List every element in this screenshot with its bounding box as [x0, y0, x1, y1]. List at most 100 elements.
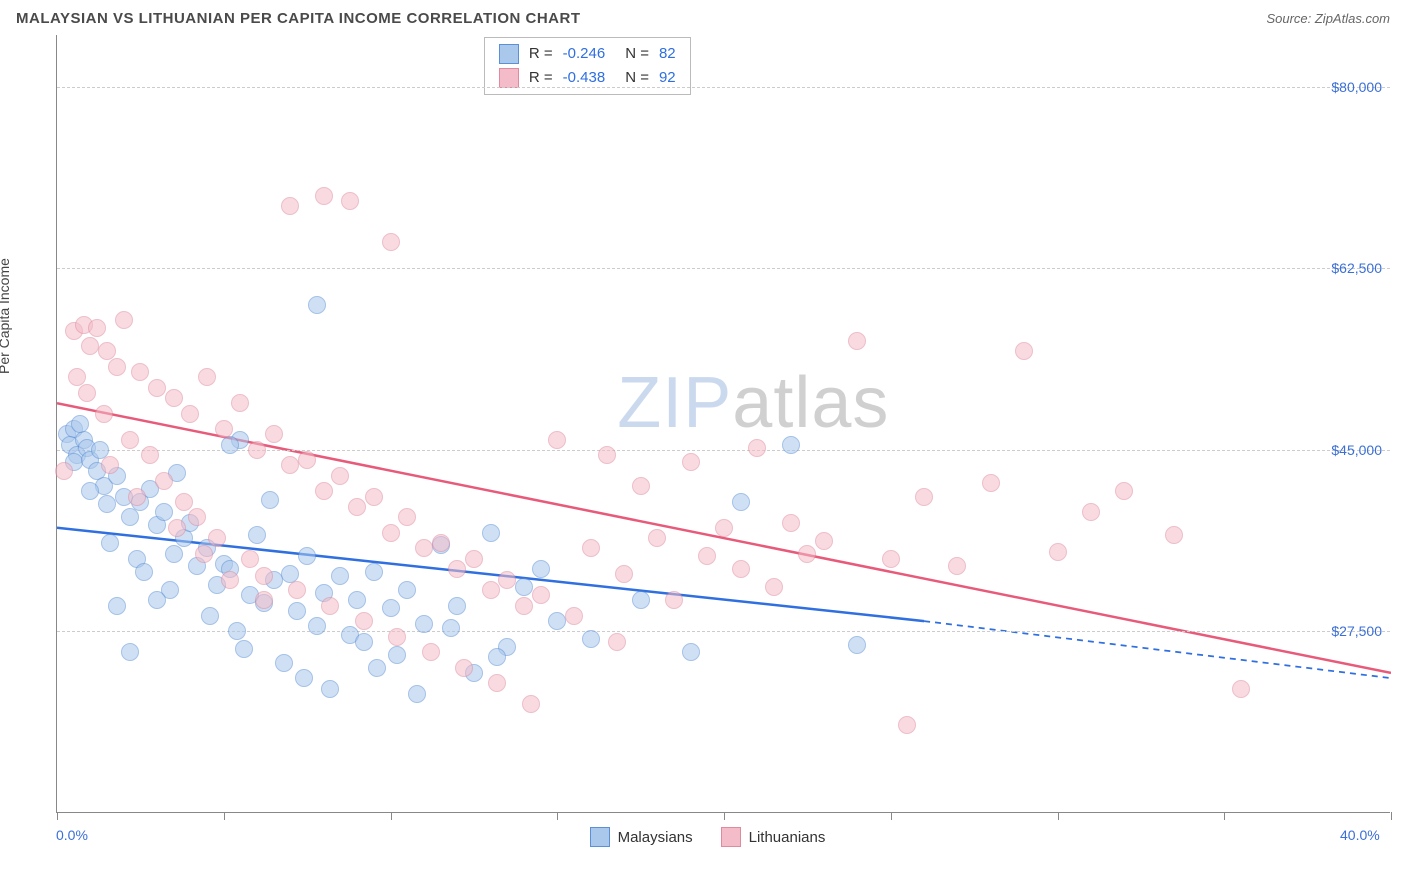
data-point	[398, 581, 416, 599]
data-point	[482, 524, 500, 542]
data-point	[148, 379, 166, 397]
data-point	[515, 578, 533, 596]
x-tick	[224, 812, 225, 820]
data-point	[365, 488, 383, 506]
data-point	[1165, 526, 1183, 544]
x-tick	[1224, 812, 1225, 820]
data-point	[448, 560, 466, 578]
data-point	[81, 482, 99, 500]
data-point	[135, 563, 153, 581]
data-point	[55, 462, 73, 480]
legend-label: Malaysians	[618, 829, 693, 846]
chart-area: Per Capita Income ZIPatlas R =-0.246N =8…	[16, 35, 1390, 813]
data-point	[141, 446, 159, 464]
data-point	[1049, 543, 1067, 561]
data-point	[565, 607, 583, 625]
data-point	[108, 358, 126, 376]
data-point	[798, 545, 816, 563]
data-point	[221, 436, 239, 454]
data-point	[121, 431, 139, 449]
data-point	[648, 529, 666, 547]
data-point	[355, 612, 373, 630]
data-point	[78, 384, 96, 402]
data-point	[515, 597, 533, 615]
data-point	[261, 491, 279, 509]
data-point	[121, 643, 139, 661]
data-point	[341, 192, 359, 210]
data-point	[488, 674, 506, 692]
data-point	[265, 425, 283, 443]
data-point	[765, 578, 783, 596]
data-point	[415, 539, 433, 557]
data-point	[298, 451, 316, 469]
data-point	[308, 617, 326, 635]
data-point	[598, 446, 616, 464]
watermark: ZIPatlas	[617, 362, 889, 444]
data-point	[188, 508, 206, 526]
y-axis-label: Per Capita Income	[0, 258, 12, 374]
data-point	[255, 591, 273, 609]
data-point	[175, 493, 193, 511]
data-point	[848, 636, 866, 654]
x-axis-max-label: 40.0%	[1340, 827, 1380, 843]
data-point	[115, 311, 133, 329]
x-tick	[557, 812, 558, 820]
data-point	[348, 498, 366, 516]
y-tick-label: $80,000	[1331, 79, 1382, 95]
data-point	[295, 669, 313, 687]
legend-item: Lithuanians	[721, 827, 826, 847]
data-point	[101, 456, 119, 474]
data-point	[241, 550, 259, 568]
data-point	[235, 640, 253, 658]
data-point	[365, 563, 383, 581]
data-point	[608, 633, 626, 651]
data-point	[632, 591, 650, 609]
n-value: 82	[659, 42, 676, 66]
data-point	[181, 405, 199, 423]
chart-title: MALAYSIAN VS LITHUANIAN PER CAPITA INCOM…	[16, 10, 581, 27]
data-point	[71, 415, 89, 433]
series-swatch	[499, 68, 519, 88]
data-point	[1232, 680, 1250, 698]
data-point	[121, 508, 139, 526]
data-point	[898, 716, 916, 734]
data-point	[281, 197, 299, 215]
data-point	[748, 439, 766, 457]
data-point	[548, 612, 566, 630]
y-tick-label: $45,000	[1331, 442, 1382, 458]
series-swatch	[499, 44, 519, 64]
data-point	[522, 695, 540, 713]
r-value: -0.246	[563, 42, 606, 66]
data-point	[288, 602, 306, 620]
data-point	[315, 482, 333, 500]
data-point	[98, 495, 116, 513]
data-point	[548, 431, 566, 449]
data-point	[1015, 342, 1033, 360]
data-point	[732, 560, 750, 578]
data-point	[331, 467, 349, 485]
chart-legend: Malaysians Lithuanians	[590, 827, 826, 847]
data-point	[948, 557, 966, 575]
data-point	[288, 581, 306, 599]
data-point	[101, 534, 119, 552]
legend-swatch	[721, 827, 741, 847]
x-tick	[391, 812, 392, 820]
data-point	[422, 643, 440, 661]
watermark-zip: ZIP	[617, 363, 732, 443]
data-point	[215, 420, 233, 438]
data-point	[632, 477, 650, 495]
data-point	[228, 622, 246, 640]
data-point	[715, 519, 733, 537]
chart-source: Source: ZipAtlas.com	[1266, 11, 1390, 26]
data-point	[275, 654, 293, 672]
data-point	[498, 571, 516, 589]
data-point	[415, 615, 433, 633]
data-point	[388, 628, 406, 646]
stats-row: R =-0.246N =82	[499, 42, 676, 66]
data-point	[201, 607, 219, 625]
data-point	[455, 659, 473, 677]
data-point	[248, 526, 266, 544]
data-point	[355, 633, 373, 651]
data-point	[532, 586, 550, 604]
data-point	[368, 659, 386, 677]
